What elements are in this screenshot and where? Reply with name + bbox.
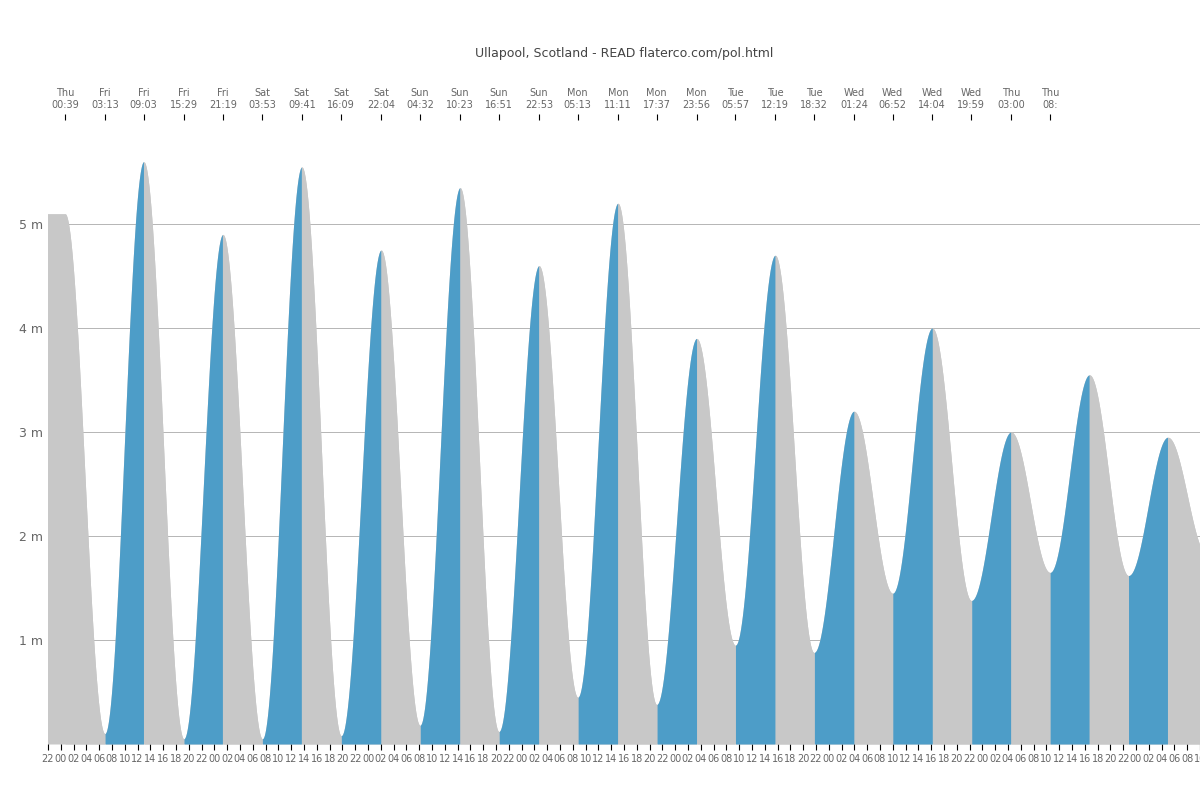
- Title: Ullapool, Scotland - READ flaterco.com/pol.html: Ullapool, Scotland - READ flaterco.com/p…: [475, 47, 773, 61]
